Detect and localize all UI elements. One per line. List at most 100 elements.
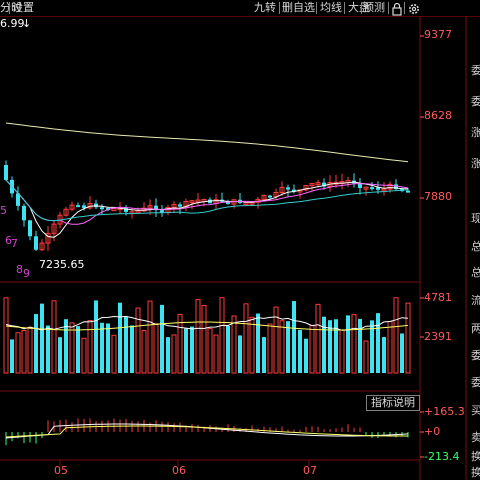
volume-bar (46, 325, 50, 373)
volume-bar (292, 301, 296, 373)
axis-price-high: 9377 (424, 28, 452, 41)
candle-body (286, 187, 290, 190)
candle-body (243, 202, 249, 206)
ma-line-mid (5, 179, 409, 225)
volume-bar (243, 303, 249, 374)
volume-bar (226, 325, 230, 373)
volume-bar (184, 328, 188, 373)
candle-body (16, 193, 20, 206)
macd-dea-line (5, 425, 408, 438)
volume-bar (40, 303, 44, 373)
candle-body (370, 187, 374, 190)
candle-body (22, 205, 26, 221)
volume-bar (256, 313, 260, 373)
volume-bar (351, 314, 357, 374)
candle-body (51, 223, 57, 234)
volume-ma-long (5, 321, 409, 331)
side-label: 总 (471, 266, 480, 279)
volume-bar (195, 299, 201, 374)
candle-body (45, 232, 51, 244)
ma-line-long (5, 179, 409, 222)
volume-bar (238, 335, 242, 373)
candle-body (94, 203, 98, 208)
candle-body (63, 208, 69, 216)
candle-body (273, 191, 279, 198)
candle-body (406, 190, 410, 193)
volume-bar (405, 302, 411, 374)
volume-bar (111, 334, 117, 374)
axis-price-mid: 8628 (424, 109, 452, 122)
candle-body (376, 187, 380, 190)
toolbar-divider (404, 2, 405, 14)
toolbar-divider (279, 2, 280, 14)
candle-body (154, 205, 158, 211)
low-price-label: 7235.65 (39, 258, 85, 271)
side-label: 涨 (471, 126, 480, 139)
side-label: 委 (471, 95, 480, 108)
candle-body (292, 189, 296, 192)
toolbar-divider (388, 2, 389, 14)
axis-volume-high: 4781 (424, 291, 452, 304)
remove-watchlist-button[interactable]: 删自选 (282, 1, 315, 14)
side-label: 现 (471, 212, 480, 225)
side-label: 委 (471, 64, 480, 77)
lock-icon[interactable] (391, 1, 403, 16)
side-label: 卖 (471, 431, 480, 444)
volume-bar (304, 338, 308, 373)
side-label: 涨 (471, 157, 480, 170)
high-arrow-icon: ↓ (22, 17, 32, 30)
candle-body (322, 182, 326, 187)
volume-bar (370, 320, 374, 373)
candle-body (178, 204, 182, 207)
side-label: 换 (471, 450, 480, 463)
candle-body (387, 183, 393, 190)
volume-bar (262, 337, 266, 373)
volume-bar (231, 315, 237, 374)
volume-bar (34, 314, 38, 373)
volume-bar (339, 329, 345, 374)
volume-bar (201, 304, 207, 374)
volume-bar (147, 300, 153, 374)
axis-price-low: 7880 (424, 190, 452, 203)
volume-bar (166, 337, 170, 373)
gear-icon[interactable] (407, 1, 421, 15)
wave-label: 8 (16, 263, 23, 276)
side-label: 总 (471, 240, 480, 253)
volume-bar (76, 326, 80, 373)
toolbar: 分时 设置 九转 删自选 均线 大盘 预测 (0, 0, 480, 17)
volume-bar (106, 323, 110, 373)
volume-bar (328, 320, 332, 373)
volume-bar (298, 329, 302, 373)
candle-body (309, 182, 315, 187)
indicator-help-button[interactable]: 指标说明 (366, 395, 420, 411)
forecast-button[interactable]: 预测 (363, 1, 385, 14)
volume-bar (130, 325, 134, 373)
candle-body (28, 220, 32, 237)
volume-bar (387, 321, 393, 374)
wave-label: 6 (5, 234, 12, 247)
volume-bar (124, 316, 128, 373)
volume-bar (376, 313, 380, 373)
side-label: 买 (471, 404, 480, 417)
tab-intraday[interactable]: 分时 (0, 1, 22, 14)
market-index-button[interactable]: 大盘 (348, 1, 370, 14)
candle-body (195, 199, 201, 203)
side-label: 委 (471, 376, 480, 389)
volume-bar (81, 337, 87, 374)
volume-bar (141, 330, 147, 374)
volume-bar (15, 332, 21, 374)
volume-bar (315, 303, 321, 374)
volume-bar (177, 314, 183, 374)
volume-bar (27, 326, 33, 374)
volume-bar (273, 306, 279, 374)
candle-body (69, 204, 75, 210)
candle-body (82, 205, 86, 208)
volume-bar (135, 307, 141, 374)
candle-body (268, 195, 272, 198)
volume-bar (249, 316, 255, 374)
moving-average-button[interactable]: 均线 (320, 1, 342, 14)
month-label: 05 (54, 464, 68, 477)
settings-button[interactable]: 设置 (12, 1, 34, 14)
nine-turn-button[interactable]: 九转 (254, 1, 276, 14)
